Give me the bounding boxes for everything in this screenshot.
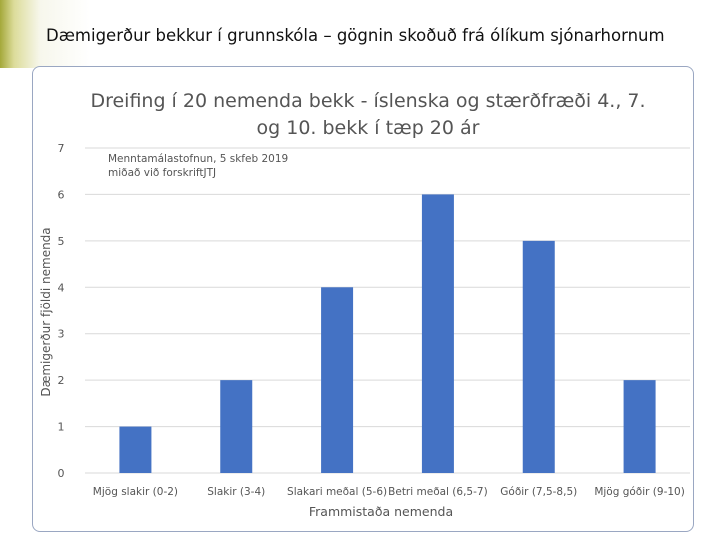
bar: [421, 194, 454, 473]
x-axis-label: Frammistaða nemenda: [309, 504, 453, 519]
bar: [522, 240, 555, 473]
x-tick-label: Mjög slakir (0-2): [93, 486, 178, 498]
chart-title-line1: Dreifing í 20 nemenda bekk - íslenska og…: [90, 90, 645, 112]
x-tick-label: Slakir (3-4): [207, 486, 265, 498]
y-tick-label: 7: [58, 142, 65, 155]
x-tick-label: Betri meðal (6,5-7): [388, 486, 488, 498]
x-tick-label: Mjög góðir (9-10): [594, 486, 685, 498]
bar: [119, 426, 152, 473]
y-tick-label: 1: [58, 421, 65, 434]
y-tick-label: 0: [58, 467, 65, 480]
y-tick-label: 6: [58, 188, 65, 201]
bar: [220, 380, 253, 473]
slide-header: Dæmigerður bekkur í grunnskóla – gögnin …: [0, 0, 720, 68]
x-tick-label: Slakari meðal (5-6): [287, 486, 387, 498]
chart-title-line2: og 10. bekk í tæp 20 ár: [257, 117, 480, 139]
y-axis-label: Dæmigerður fjöldi nemenda: [39, 227, 53, 396]
y-tick-label: 4: [58, 281, 65, 294]
y-tick-label: 2: [58, 374, 65, 387]
bar: [623, 380, 656, 473]
x-tick-label: Góðir (7,5-8,5): [500, 486, 577, 498]
y-tick-label: 3: [58, 328, 65, 341]
bar: [321, 287, 354, 473]
y-tick-label: 5: [58, 235, 65, 248]
chart-annotation-line1: Menntamálastofnun, 5 skfeb 2019: [108, 153, 288, 165]
slide-title: Dæmigerður bekkur í grunnskóla – gögnin …: [46, 26, 665, 45]
chart-annotation-line2: miðað við forskriftJTJ: [108, 167, 216, 179]
